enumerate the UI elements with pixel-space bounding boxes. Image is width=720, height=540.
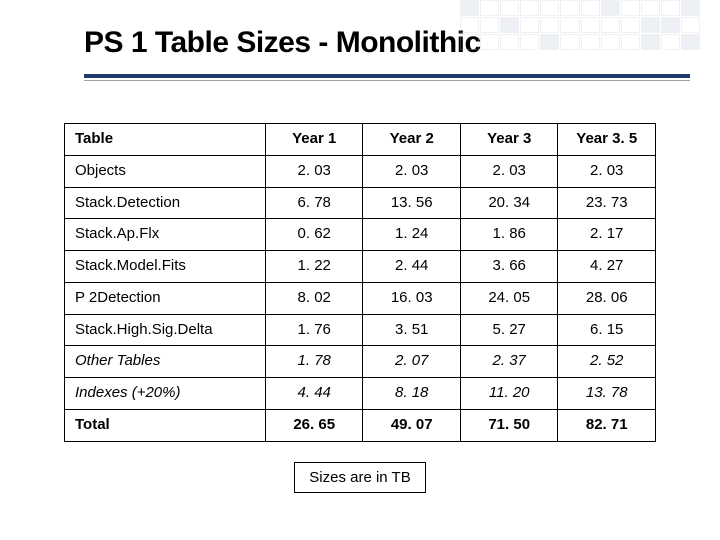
- cell: 2. 44: [363, 251, 461, 283]
- cell: 2. 07: [363, 346, 461, 378]
- cell: 49. 07: [363, 409, 461, 441]
- cell: 23. 73: [558, 187, 656, 219]
- table-row: Objects2. 032. 032. 032. 03: [65, 155, 656, 187]
- cell: 2. 03: [558, 155, 656, 187]
- cell: 2. 37: [460, 346, 558, 378]
- cell: 5. 27: [460, 314, 558, 346]
- cell: 2. 03: [460, 155, 558, 187]
- cell: 13. 56: [363, 187, 461, 219]
- table-row: Indexes (+20%)4. 448. 1811. 2013. 78: [65, 378, 656, 410]
- col-header: Table: [65, 124, 266, 156]
- row-label: Stack.High.Sig.Delta: [65, 314, 266, 346]
- cell: 13. 78: [558, 378, 656, 410]
- row-label: Other Tables: [65, 346, 266, 378]
- cell: 4. 44: [265, 378, 363, 410]
- table-row: Other Tables1. 782. 072. 372. 52: [65, 346, 656, 378]
- table-row: Stack.Detection6. 7813. 5620. 3423. 73: [65, 187, 656, 219]
- cell: 2. 52: [558, 346, 656, 378]
- sizes-table: Table Year 1 Year 2 Year 3 Year 3. 5 Obj…: [64, 123, 656, 442]
- cell: 24. 05: [460, 282, 558, 314]
- cell: 1. 86: [460, 219, 558, 251]
- row-label: Stack.Model.Fits: [65, 251, 266, 283]
- cell: 16. 03: [363, 282, 461, 314]
- cell: 2. 17: [558, 219, 656, 251]
- row-label: Stack.Ap.Flx: [65, 219, 266, 251]
- cell: 1. 22: [265, 251, 363, 283]
- cell: 20. 34: [460, 187, 558, 219]
- cell: 8. 02: [265, 282, 363, 314]
- row-label: Stack.Detection: [65, 187, 266, 219]
- cell: 11. 20: [460, 378, 558, 410]
- table-row: Stack.Model.Fits1. 222. 443. 664. 27: [65, 251, 656, 283]
- cell: 2. 03: [265, 155, 363, 187]
- header-decoration: [460, 0, 700, 50]
- title-rule: [84, 74, 690, 78]
- cell: 6. 15: [558, 314, 656, 346]
- row-label: P 2Detection: [65, 282, 266, 314]
- row-label: Objects: [65, 155, 266, 187]
- cell: 3. 51: [363, 314, 461, 346]
- cell: 2. 03: [363, 155, 461, 187]
- cell: 82. 71: [558, 409, 656, 441]
- title-rule-thin: [84, 80, 690, 81]
- cell: 1. 78: [265, 346, 363, 378]
- cell: 71. 50: [460, 409, 558, 441]
- cell: 28. 06: [558, 282, 656, 314]
- row-label: Total: [65, 409, 266, 441]
- cell: 1. 76: [265, 314, 363, 346]
- cell: 3. 66: [460, 251, 558, 283]
- col-header: Year 3: [460, 124, 558, 156]
- cell: 6. 78: [265, 187, 363, 219]
- col-header: Year 1: [265, 124, 363, 156]
- col-header: Year 3. 5: [558, 124, 656, 156]
- table-header-row: Table Year 1 Year 2 Year 3 Year 3. 5: [65, 124, 656, 156]
- cell: 1. 24: [363, 219, 461, 251]
- table-row: Total26. 6549. 0771. 5082. 71: [65, 409, 656, 441]
- cell: 8. 18: [363, 378, 461, 410]
- cell: 4. 27: [558, 251, 656, 283]
- cell: 0. 62: [265, 219, 363, 251]
- table-row: Stack.High.Sig.Delta1. 763. 515. 276. 15: [65, 314, 656, 346]
- col-header: Year 2: [363, 124, 461, 156]
- row-label: Indexes (+20%): [65, 378, 266, 410]
- cell: 26. 65: [265, 409, 363, 441]
- table-row: Stack.Ap.Flx0. 621. 241. 862. 17: [65, 219, 656, 251]
- table-row: P 2Detection8. 0216. 0324. 0528. 06: [65, 282, 656, 314]
- caption: Sizes are in TB: [294, 462, 425, 493]
